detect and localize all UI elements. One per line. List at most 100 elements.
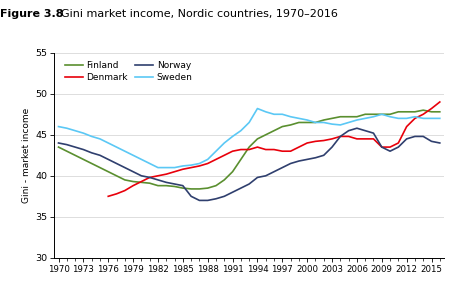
Sweden	[122, 149, 128, 153]
Finland	[230, 170, 235, 173]
Sweden	[97, 137, 103, 141]
Denmark	[304, 141, 310, 145]
Finland	[362, 113, 368, 116]
Sweden	[72, 129, 78, 132]
Denmark	[188, 166, 194, 169]
Sweden	[238, 129, 244, 132]
Finland	[304, 121, 310, 124]
Sweden	[172, 166, 177, 169]
Denmark	[155, 174, 161, 178]
Finland	[122, 178, 128, 182]
Finland	[72, 154, 78, 157]
Norway	[205, 199, 211, 202]
Norway	[89, 151, 94, 155]
Norway	[404, 137, 410, 141]
Norway	[155, 178, 161, 182]
Finland	[222, 178, 227, 182]
Finland	[379, 113, 385, 116]
Finland	[280, 125, 285, 128]
Norway	[271, 170, 277, 173]
Finland	[288, 123, 293, 127]
Sweden	[420, 117, 426, 120]
Norway	[437, 141, 443, 145]
Norway	[139, 174, 144, 178]
Sweden	[255, 107, 260, 110]
Denmark	[130, 184, 136, 188]
Sweden	[64, 127, 69, 130]
Norway	[321, 154, 327, 157]
Sweden	[130, 154, 136, 157]
Denmark	[437, 100, 443, 104]
Line: Norway: Norway	[58, 128, 440, 200]
Norway	[197, 199, 202, 202]
Norway	[213, 197, 219, 200]
Denmark	[180, 168, 186, 171]
Denmark	[329, 137, 335, 141]
Sweden	[313, 121, 318, 124]
Denmark	[288, 149, 293, 153]
Sweden	[354, 118, 360, 122]
Sweden	[164, 166, 169, 169]
Denmark	[164, 172, 169, 176]
Norway	[354, 127, 360, 130]
Sweden	[197, 162, 202, 165]
Denmark	[371, 137, 376, 141]
Norway	[238, 186, 244, 190]
Sweden	[437, 117, 443, 120]
Denmark	[263, 148, 269, 151]
Denmark	[106, 195, 111, 198]
Sweden	[188, 163, 194, 167]
Denmark	[395, 141, 401, 145]
Norway	[56, 141, 61, 145]
Norway	[246, 182, 252, 186]
Finland	[354, 115, 360, 118]
Finland	[56, 145, 61, 149]
Finland	[329, 117, 335, 120]
Norway	[313, 156, 318, 159]
Finland	[412, 110, 418, 114]
Sweden	[263, 110, 269, 114]
Denmark	[213, 158, 219, 161]
Denmark	[238, 148, 244, 151]
Denmark	[296, 145, 302, 149]
Denmark	[147, 176, 152, 179]
Finland	[321, 118, 327, 122]
Norway	[263, 174, 269, 178]
Denmark	[362, 137, 368, 141]
Sweden	[329, 122, 335, 126]
Finland	[213, 184, 219, 188]
Denmark	[114, 192, 119, 196]
Denmark	[122, 189, 128, 192]
Sweden	[321, 121, 327, 124]
Denmark	[139, 180, 144, 183]
Sweden	[89, 135, 94, 138]
Norway	[371, 131, 376, 135]
Sweden	[114, 145, 119, 149]
Sweden	[56, 125, 61, 128]
Norway	[296, 159, 302, 163]
Finland	[188, 187, 194, 191]
Finland	[246, 145, 252, 149]
Finland	[346, 115, 352, 118]
Denmark	[205, 162, 211, 165]
Sweden	[404, 117, 410, 120]
Norway	[230, 190, 235, 194]
Denmark	[346, 135, 352, 138]
Finland	[437, 110, 443, 114]
Sweden	[246, 121, 252, 124]
Y-axis label: Gini - market income: Gini - market income	[22, 108, 31, 203]
Sweden	[106, 141, 111, 145]
Denmark	[379, 145, 385, 149]
Denmark	[429, 107, 434, 110]
Line: Denmark: Denmark	[108, 102, 440, 196]
Norway	[412, 135, 418, 138]
Finland	[271, 129, 277, 132]
Finland	[64, 149, 69, 153]
Denmark	[197, 164, 202, 168]
Sweden	[412, 115, 418, 118]
Norway	[304, 158, 310, 161]
Norway	[106, 158, 111, 161]
Denmark	[280, 149, 285, 153]
Sweden	[346, 121, 352, 124]
Norway	[329, 145, 335, 149]
